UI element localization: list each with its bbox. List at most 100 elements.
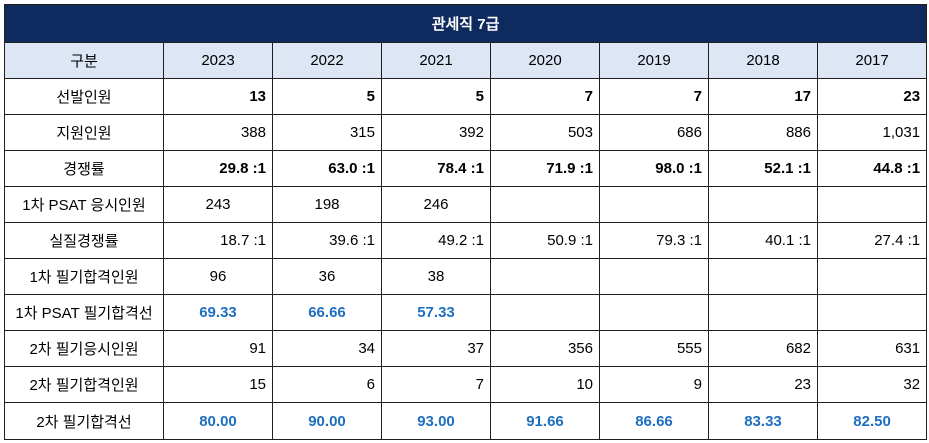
table-title-row: 관세직 7급 <box>3 4 928 43</box>
table-cell <box>816 294 928 331</box>
table-row: 2차 필기합격인원 15 6 7 10 9 23 32 <box>4 366 928 403</box>
table-cell: 555 <box>599 330 709 367</box>
header-year: 2020 <box>490 42 600 79</box>
table-row: 1차 PSAT 필기합격선 69.33 66.66 57.33 <box>4 294 928 331</box>
header-year: 2018 <box>708 42 818 79</box>
table-cell <box>816 258 928 295</box>
table-cell: 29.8 :1 <box>163 150 273 187</box>
table-cell: 13 <box>163 78 273 115</box>
table-body: 선발인원 13 5 5 7 7 17 23 지원인원 388 315 392 503 686 886 1,03… <box>4 78 928 440</box>
table-cell: 5 <box>381 78 491 115</box>
table-cell: 37 <box>381 330 491 367</box>
table-row: 1차 PSAT 응시인원 243 198 246 <box>4 186 928 223</box>
table-cell: 246 <box>381 186 491 223</box>
table-cell: 39.6 :1 <box>272 222 382 259</box>
table-cell: 198 <box>272 186 382 223</box>
table-cell: 886 <box>708 114 818 151</box>
table-cell: 98.0 :1 <box>599 150 709 187</box>
table-cell <box>708 258 818 295</box>
table-cell <box>599 186 709 223</box>
table-cell: 40.1 :1 <box>708 222 818 259</box>
table-cell: 34 <box>272 330 382 367</box>
table-cell: 356 <box>490 330 600 367</box>
table-cell <box>816 186 928 223</box>
table-cell: 71.9 :1 <box>490 150 600 187</box>
table-cell: 5 <box>272 78 382 115</box>
table-cell: 83.33 <box>708 402 818 440</box>
table-cell: 79.3 :1 <box>599 222 709 259</box>
table-cell: 23 <box>816 78 928 115</box>
table-cell: 96 <box>163 258 273 295</box>
header-row: 구분 2023 2022 2021 2020 2019 2018 2017 <box>4 42 928 79</box>
table-cell: 18.7 :1 <box>163 222 273 259</box>
table-cell: 80.00 <box>163 402 273 440</box>
row-label: 1차 PSAT 응시인원 <box>4 186 164 223</box>
row-label: 경쟁률 <box>4 150 164 187</box>
table-cell <box>490 186 600 223</box>
table-cell: 90.00 <box>272 402 382 440</box>
row-label: 지원인원 <box>4 114 164 151</box>
table-cell: 1,031 <box>816 114 928 151</box>
table-cell: 17 <box>708 78 818 115</box>
table-cell: 91 <box>163 330 273 367</box>
table-cell: 682 <box>708 330 818 367</box>
exam-stats-table-container: 관세직 7급 구분 2023 2022 2021 2020 2019 2018 … <box>3 4 928 440</box>
header-year: 2022 <box>272 42 382 79</box>
table-cell: 52.1 :1 <box>708 150 818 187</box>
table-cell: 27.4 :1 <box>816 222 928 259</box>
table-cell: 93.00 <box>381 402 491 440</box>
table-cell: 9 <box>599 366 709 403</box>
table-cell: 66.66 <box>272 294 382 331</box>
table-cell: 10 <box>490 366 600 403</box>
table-row: 1차 필기합격인원 96 36 38 <box>4 258 928 295</box>
table-cell: 44.8 :1 <box>816 150 928 187</box>
table-cell: 388 <box>163 114 273 151</box>
table-cell: 86.66 <box>599 402 709 440</box>
header-year: 2023 <box>163 42 273 79</box>
header-year: 2017 <box>816 42 928 79</box>
row-label: 1차 필기합격인원 <box>4 258 164 295</box>
header-year: 2019 <box>599 42 709 79</box>
row-label: 실질경쟁률 <box>4 222 164 259</box>
table-cell: 686 <box>599 114 709 151</box>
table-cell: 38 <box>381 258 491 295</box>
table-cell: 7 <box>490 78 600 115</box>
table-cell: 503 <box>490 114 600 151</box>
table-cell <box>599 258 709 295</box>
table-cell: 69.33 <box>163 294 273 331</box>
table-cell <box>599 294 709 331</box>
exam-stats-table: 관세직 7급 구분 2023 2022 2021 2020 2019 2018 … <box>3 4 928 440</box>
table-cell: 7 <box>381 366 491 403</box>
table-row: 2차 필기합격선 80.00 90.00 93.00 91.66 86.66 83.33 82… <box>4 402 928 440</box>
table-cell <box>490 294 600 331</box>
header-label: 구분 <box>4 42 164 79</box>
table-cell <box>708 294 818 331</box>
table-cell: 315 <box>272 114 382 151</box>
row-label: 2차 필기합격선 <box>4 402 164 440</box>
table-cell <box>708 186 818 223</box>
table-title: 관세직 7급 <box>3 4 928 43</box>
table-row: 실질경쟁률 18.7 :1 39.6 :1 49.2 :1 50.9 :1 79.3 :1… <box>4 222 928 259</box>
table-row: 선발인원 13 5 5 7 7 17 23 <box>4 78 928 115</box>
header-year: 2021 <box>381 42 491 79</box>
table-cell: 15 <box>163 366 273 403</box>
table-cell: 82.50 <box>816 402 928 440</box>
table-row: 지원인원 388 315 392 503 686 886 1,031 <box>4 114 928 151</box>
table-cell <box>490 258 600 295</box>
row-label: 선발인원 <box>4 78 164 115</box>
table-cell: 36 <box>272 258 382 295</box>
table-cell: 78.4 :1 <box>381 150 491 187</box>
table-cell: 63.0 :1 <box>272 150 382 187</box>
table-cell: 32 <box>816 366 928 403</box>
table-cell: 49.2 :1 <box>381 222 491 259</box>
table-cell: 50.9 :1 <box>490 222 600 259</box>
row-label: 2차 필기합격인원 <box>4 366 164 403</box>
row-label: 1차 PSAT 필기합격선 <box>4 294 164 331</box>
row-label: 2차 필기응시인원 <box>4 330 164 367</box>
table-row: 경쟁률 29.8 :1 63.0 :1 78.4 :1 71.9 :1 98.0 :1 52… <box>4 150 928 187</box>
table-cell: 392 <box>381 114 491 151</box>
table-cell: 7 <box>599 78 709 115</box>
table-row: 2차 필기응시인원 91 34 37 356 555 682 631 <box>4 330 928 367</box>
table-cell: 23 <box>708 366 818 403</box>
table-cell: 631 <box>816 330 928 367</box>
